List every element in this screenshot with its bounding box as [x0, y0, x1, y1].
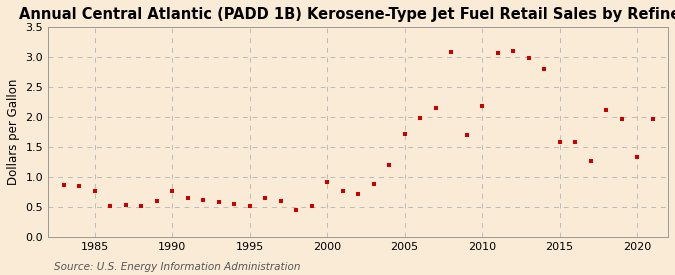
- Point: [338, 189, 348, 193]
- Point: [74, 184, 84, 189]
- Point: [306, 204, 317, 208]
- Point: [414, 116, 425, 120]
- Y-axis label: Dollars per Gallon: Dollars per Gallon: [7, 79, 20, 185]
- Point: [430, 106, 441, 110]
- Point: [244, 204, 255, 208]
- Point: [399, 131, 410, 136]
- Point: [554, 140, 565, 144]
- Text: Source: U.S. Energy Information Administration: Source: U.S. Energy Information Administ…: [54, 262, 300, 272]
- Point: [352, 192, 363, 196]
- Point: [58, 183, 69, 188]
- Point: [523, 56, 534, 60]
- Point: [647, 117, 658, 122]
- Point: [632, 155, 643, 159]
- Point: [570, 139, 580, 144]
- Point: [167, 188, 178, 193]
- Point: [151, 199, 162, 203]
- Point: [508, 49, 518, 53]
- Point: [291, 208, 302, 213]
- Point: [492, 51, 503, 55]
- Point: [89, 188, 100, 193]
- Point: [446, 50, 456, 54]
- Point: [182, 196, 193, 200]
- Point: [322, 180, 333, 185]
- Point: [229, 202, 240, 206]
- Point: [213, 200, 224, 204]
- Point: [368, 182, 379, 186]
- Point: [539, 67, 549, 71]
- Point: [585, 158, 596, 163]
- Point: [120, 203, 131, 207]
- Point: [616, 117, 627, 121]
- Point: [477, 104, 487, 108]
- Point: [383, 163, 394, 168]
- Title: Annual Central Atlantic (PADD 1B) Kerosene-Type Jet Fuel Retail Sales by Refiner: Annual Central Atlantic (PADD 1B) Kerose…: [20, 7, 675, 22]
- Point: [461, 133, 472, 137]
- Point: [275, 199, 286, 203]
- Point: [260, 196, 271, 200]
- Point: [601, 108, 612, 112]
- Point: [136, 204, 146, 208]
- Point: [198, 198, 209, 202]
- Point: [105, 204, 115, 208]
